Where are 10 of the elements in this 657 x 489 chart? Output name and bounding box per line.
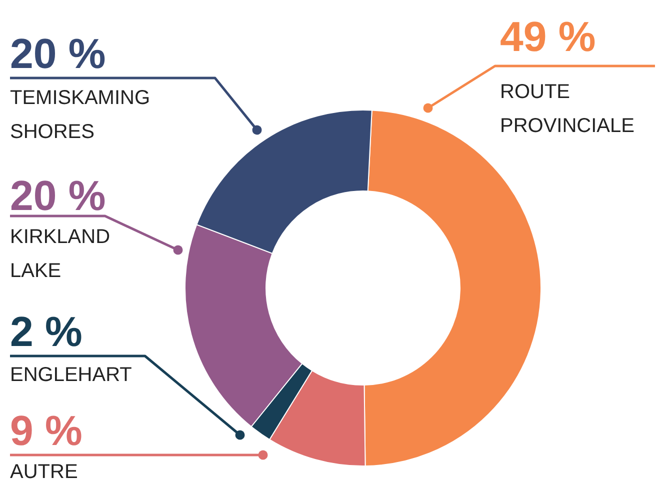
data-label: 20 % xyxy=(10,172,106,219)
data-label: 20 % xyxy=(10,30,106,77)
slice-label: KIRKLAND LAKE xyxy=(10,226,110,282)
data-label: 9 % xyxy=(10,407,82,454)
slice-label: ENGLEHART xyxy=(10,364,132,386)
slice-label: ROUTE PROVINCIALE xyxy=(500,81,634,137)
data-label: 49 % xyxy=(500,13,596,60)
slice-label: TEMISKAMING SHORES xyxy=(10,87,150,143)
slice-label: AUTRE xyxy=(10,461,78,483)
data-label: 2 % xyxy=(10,308,82,355)
